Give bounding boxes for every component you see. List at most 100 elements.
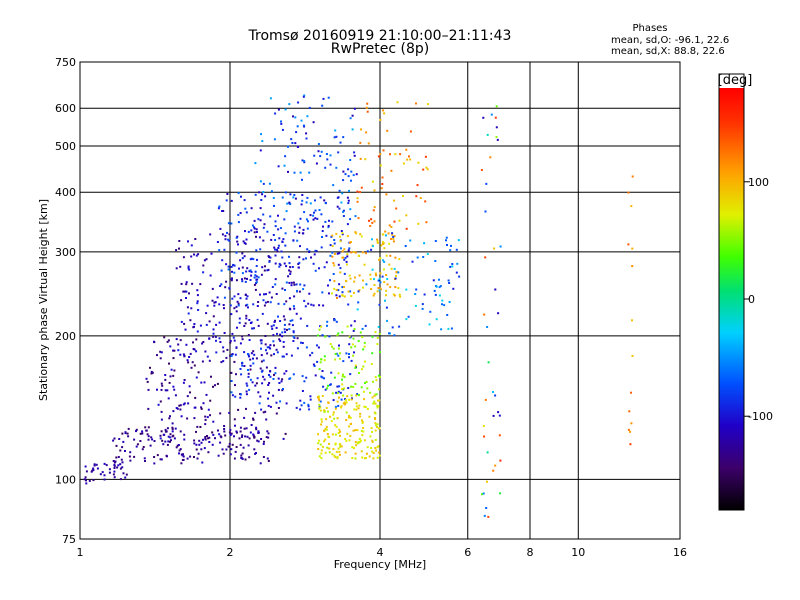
data-point — [272, 378, 275, 380]
data-point — [243, 416, 246, 419]
data-point — [483, 435, 486, 438]
data-point — [330, 235, 333, 238]
data-point — [264, 410, 267, 413]
data-point — [496, 138, 499, 141]
data-point — [382, 259, 385, 262]
data-point — [190, 307, 193, 310]
data-point — [360, 235, 363, 238]
data-point — [169, 415, 171, 418]
data-point — [378, 399, 381, 402]
data-point — [287, 170, 289, 173]
data-point — [354, 429, 357, 432]
data-point — [378, 289, 381, 292]
data-point — [361, 368, 363, 371]
data-point — [247, 230, 250, 233]
data-point — [299, 399, 302, 402]
data-point — [306, 248, 309, 251]
data-point — [492, 414, 495, 417]
data-point — [241, 278, 243, 281]
data-point — [196, 330, 199, 333]
data-point — [312, 363, 315, 366]
data-point — [347, 202, 350, 205]
data-point — [229, 432, 232, 435]
data-point — [230, 199, 233, 202]
colorbar-gradient — [719, 88, 744, 510]
data-point — [274, 366, 277, 369]
data-point — [409, 239, 412, 242]
data-point — [176, 407, 179, 410]
data-point — [178, 452, 180, 455]
data-point — [159, 437, 162, 440]
data-point — [112, 460, 115, 462]
data-point — [323, 440, 326, 443]
data-point — [319, 409, 322, 412]
data-point — [275, 293, 278, 295]
data-point — [365, 283, 368, 286]
data-point — [371, 352, 374, 355]
data-point — [193, 417, 196, 420]
data-point — [267, 384, 270, 386]
data-point — [293, 194, 296, 196]
data-point — [381, 183, 384, 185]
data-point — [342, 360, 345, 363]
data-point — [369, 391, 372, 394]
data-point — [305, 257, 307, 260]
data-point — [353, 280, 356, 283]
data-point — [153, 340, 155, 343]
data-point — [302, 288, 305, 291]
data-point — [284, 232, 287, 235]
data-point — [268, 391, 270, 394]
data-point — [370, 363, 373, 366]
data-point — [346, 253, 349, 256]
data-point — [209, 399, 212, 402]
data-point — [320, 452, 323, 455]
data-point — [274, 112, 277, 115]
data-point — [277, 247, 280, 249]
data-point — [332, 448, 335, 451]
data-point — [493, 247, 496, 250]
data-point — [394, 153, 397, 156]
data-point — [181, 454, 184, 457]
data-point — [320, 325, 323, 328]
data-point — [489, 156, 492, 159]
data-point — [160, 430, 163, 433]
data-point — [480, 169, 483, 171]
data-point — [121, 466, 124, 469]
data-point — [187, 402, 190, 405]
data-point — [159, 458, 162, 461]
data-point — [303, 299, 306, 302]
data-point — [359, 412, 362, 415]
data-point — [372, 380, 374, 383]
data-point — [277, 214, 279, 217]
data-point — [129, 451, 132, 454]
data-point — [244, 435, 247, 438]
data-point — [325, 261, 328, 264]
data-point — [278, 262, 281, 265]
data-point — [278, 265, 281, 268]
data-point — [243, 365, 246, 367]
data-point — [199, 426, 202, 428]
data-point — [253, 448, 256, 451]
data-point — [317, 397, 320, 400]
data-point — [439, 285, 442, 288]
data-point — [105, 464, 108, 467]
data-point — [241, 434, 244, 437]
data-point — [291, 319, 294, 322]
data-point — [329, 154, 332, 157]
data-point — [161, 439, 164, 442]
data-point — [292, 239, 295, 242]
data-point — [335, 391, 338, 394]
y-axis-label: Stationary phase Virtual Height [km] — [37, 199, 50, 401]
data-point — [281, 335, 284, 338]
data-point — [307, 405, 310, 408]
data-point — [171, 422, 174, 425]
data-point — [342, 256, 345, 259]
data-point — [349, 208, 352, 211]
data-point — [253, 353, 256, 356]
data-point — [222, 304, 225, 306]
data-point — [301, 390, 304, 392]
data-point — [205, 258, 208, 261]
data-point — [362, 365, 365, 368]
